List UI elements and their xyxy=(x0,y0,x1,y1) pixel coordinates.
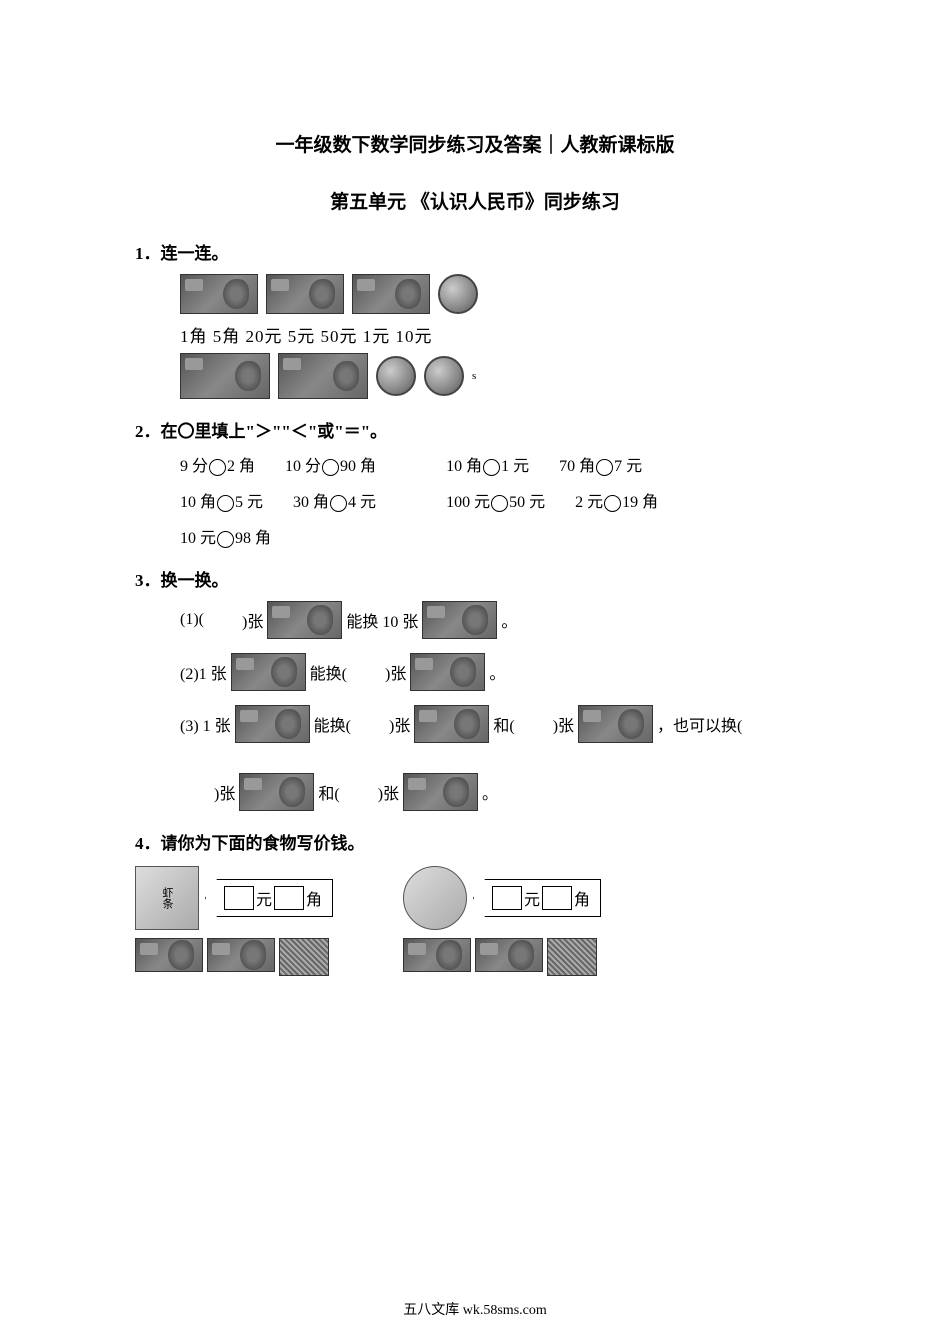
banknote-icon xyxy=(475,938,543,972)
banknote-5-icon xyxy=(267,601,342,639)
cake-icon xyxy=(403,866,467,930)
page-footer: 五八文库 wk.58sms.com xyxy=(0,1299,950,1319)
text: 。 xyxy=(489,660,505,684)
yuan-label: 元 xyxy=(256,886,272,910)
q3-item3b: )张 和( )张 。 xyxy=(180,773,815,811)
text: ，也可以换( xyxy=(657,712,742,736)
text: (2)1 张 xyxy=(180,660,227,684)
price-tag: 元 角 xyxy=(205,874,333,922)
q3-item2: (2)1 张 能换( )张 。 xyxy=(180,653,815,691)
page-subtitle: 第五单元 《认识人民币》同步练习 xyxy=(135,187,815,214)
snack-icon: 虾条 xyxy=(135,866,199,930)
circle-blank-icon[interactable] xyxy=(217,531,234,548)
text: 能换 10 张 xyxy=(346,608,418,632)
q1-top-row xyxy=(180,274,815,314)
text: 和( xyxy=(318,780,339,804)
page-title: 一年级数下数学同步练习及答案｜人教新课标版 xyxy=(135,130,815,157)
text: 能换( xyxy=(314,712,351,736)
banknote-icon xyxy=(266,274,344,314)
comp-item: 70 角7 元 xyxy=(559,452,642,476)
circle-blank-icon[interactable] xyxy=(483,459,500,476)
banknote-icon xyxy=(207,938,275,972)
jiao-label: 角 xyxy=(574,886,590,910)
text: )张 xyxy=(214,780,235,804)
yuan-blank[interactable] xyxy=(224,886,254,910)
circle-blank-icon[interactable] xyxy=(322,459,339,476)
jiao-label: 角 xyxy=(306,886,322,910)
q1-heading: 1．连一连。 xyxy=(135,239,815,264)
q1-bottom-row: s xyxy=(180,353,815,399)
q2-row3: 10 元98 角 xyxy=(180,524,815,548)
banknote-icon xyxy=(547,938,597,976)
banknote-10-icon xyxy=(403,773,478,811)
coin-icon xyxy=(424,356,464,396)
text: (1)( xyxy=(180,611,204,629)
food-item-2: 元 角 xyxy=(403,866,601,976)
q2-row2: 10 角5 元 30 角4 元 100 元50 元 2 元19 角 xyxy=(180,488,815,512)
text: )张 xyxy=(378,780,399,804)
comp-item: 9 分2 角 xyxy=(180,452,255,476)
price-tag: 元 角 xyxy=(473,874,601,922)
banknote-icon xyxy=(352,274,430,314)
banknote-50-icon xyxy=(235,705,310,743)
banknote-icon xyxy=(135,938,203,972)
comp-item: 10 分90 角 xyxy=(285,452,376,476)
banknote-icon xyxy=(180,274,258,314)
coin-icon xyxy=(376,356,416,396)
comp-item: 10 角1 元 xyxy=(446,452,529,476)
food-item-1: 虾条 元 角 xyxy=(135,866,333,976)
banknote-icon xyxy=(279,938,329,976)
text: 能换( xyxy=(310,660,347,684)
yuan-blank[interactable] xyxy=(492,886,522,910)
banknote-1-icon xyxy=(422,601,497,639)
comp-item: 100 元50 元 xyxy=(446,488,545,512)
banknote-20-icon xyxy=(239,773,314,811)
q2-heading: 2．在〇里填上"＞""＜"或"＝"。 xyxy=(135,417,815,442)
yuan-label: 元 xyxy=(524,886,540,910)
text: )张 xyxy=(385,660,406,684)
q1-labels: 1角 5角 20元 5元 50元 1元 10元 xyxy=(180,322,815,347)
comp-item: 30 角4 元 xyxy=(293,488,376,512)
text: 。 xyxy=(501,608,517,632)
text: )张 xyxy=(389,712,410,736)
comp-item: 2 元19 角 xyxy=(575,488,658,512)
text: (3) 1 张 xyxy=(180,712,231,736)
banknote-icon xyxy=(403,938,471,972)
circle-blank-icon[interactable] xyxy=(217,495,234,512)
circle-blank-icon[interactable] xyxy=(596,459,613,476)
banknote-icon xyxy=(180,353,270,399)
text: 和( xyxy=(493,712,514,736)
jiao-blank[interactable] xyxy=(274,886,304,910)
banknote-20-icon xyxy=(414,705,489,743)
text: )张 xyxy=(553,712,574,736)
circle-blank-icon[interactable] xyxy=(330,495,347,512)
q3-item3a: (3) 1 张 能换( )张 和( )张 ，也可以换( xyxy=(180,705,815,743)
subscript-s: s xyxy=(472,370,476,382)
comp-item: 10 角5 元 xyxy=(180,488,263,512)
jiao-blank[interactable] xyxy=(542,886,572,910)
circle-blank-icon[interactable] xyxy=(491,495,508,512)
q2-row1: 9 分2 角 10 分90 角 10 角1 元 70 角7 元 xyxy=(180,452,815,476)
q3-heading: 3．换一换。 xyxy=(135,566,815,591)
banknote-10-icon xyxy=(578,705,653,743)
coin-icon xyxy=(438,274,478,314)
circle-blank-icon[interactable] xyxy=(209,459,226,476)
comp-item: 10 元98 角 xyxy=(180,524,271,548)
banknote-5jiao-icon xyxy=(231,653,306,691)
banknote-1jiao-icon xyxy=(410,653,485,691)
q3-item1: (1)( )张 能换 10 张 。 xyxy=(180,601,815,639)
q4-heading: 4．请你为下面的食物写价钱。 xyxy=(135,829,815,854)
money-strip-2 xyxy=(403,938,601,976)
money-strip-1 xyxy=(135,938,333,976)
banknote-icon xyxy=(278,353,368,399)
circle-blank-icon[interactable] xyxy=(604,495,621,512)
text: )张 xyxy=(242,608,263,632)
text: 。 xyxy=(482,780,498,804)
